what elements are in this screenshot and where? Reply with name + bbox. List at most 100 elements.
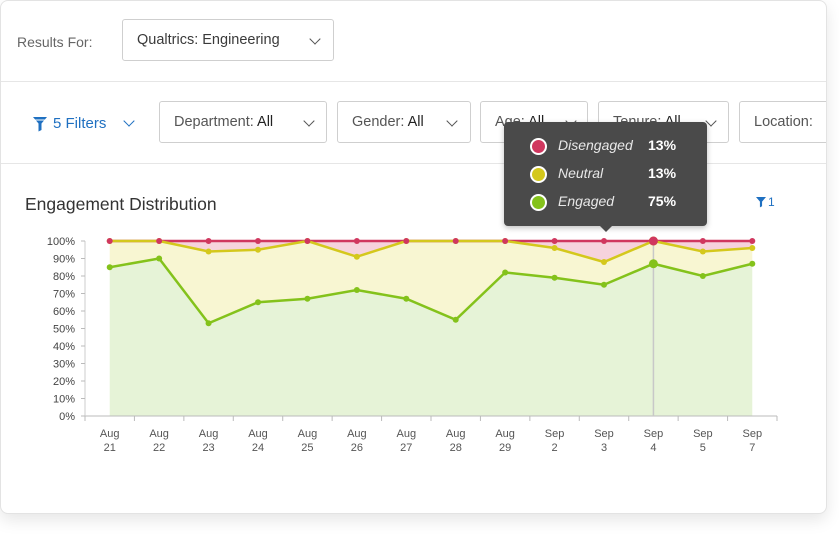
x-tick-label-month: Sep	[742, 428, 762, 440]
y-tick-label: 60%	[53, 306, 75, 318]
results-for-value: Qualtrics: Engineering	[137, 32, 280, 48]
neutral-data-point	[353, 253, 360, 260]
disengaged-data-point	[403, 238, 410, 244]
tooltip-series-name: Neutral	[558, 165, 604, 181]
y-tick-label: 50%	[53, 324, 75, 336]
gender-filter-label: Gender:	[352, 114, 405, 130]
engagement-area-chart: 0% 10% 20% 30% 40% 50% 60% 70% 80% 90% 100% Aug 21 Au…	[47, 236, 778, 454]
engaged-data-point	[205, 320, 212, 327]
x-tick-label-month: Aug	[100, 428, 120, 440]
neutral-data-point	[205, 248, 212, 255]
neutral-data-point	[255, 246, 261, 253]
x-tick-label-day: 26	[351, 442, 363, 454]
neutral-data-point	[699, 248, 706, 255]
location-filter-label: Location:	[754, 114, 813, 130]
x-tick-label-day: 23	[202, 442, 214, 454]
chevron-down-icon	[123, 115, 135, 127]
disengaged-area	[109, 241, 753, 262]
filter-icon	[756, 197, 766, 208]
y-tick-label: 70%	[53, 289, 75, 301]
neutral-dot-icon	[530, 166, 547, 183]
department-filter-label: Department:	[174, 114, 254, 130]
engaged-data-point	[551, 274, 558, 281]
department-filter-dropdown[interactable]: Department: All	[159, 101, 327, 143]
y-tick-label: 0%	[59, 411, 75, 423]
x-tick-label-day: 29	[499, 442, 511, 454]
engaged-data-point	[699, 273, 706, 279]
disengaged-data-point	[502, 238, 509, 244]
department-filter-value: All	[257, 114, 274, 130]
disengaged-data-point	[156, 238, 163, 244]
x-tick-label-day: 24	[252, 442, 264, 454]
x-tick-label-day: 3	[601, 442, 607, 454]
engaged-data-point	[255, 299, 261, 306]
tooltip-arrow	[599, 225, 613, 232]
x-tick-label-day: 21	[104, 442, 116, 454]
y-tick-label: 80%	[53, 271, 75, 283]
disengaged-data-point	[304, 238, 311, 244]
x-tick-label-day: 7	[749, 442, 755, 454]
neutral-data-point	[601, 259, 607, 265]
disengaged-data-point	[205, 238, 212, 244]
x-tick-label-day: 25	[301, 442, 313, 454]
x-tick-label-day: 28	[450, 442, 462, 454]
engaged-data-point	[601, 281, 607, 288]
gender-filter-dropdown[interactable]: Gender: All	[337, 101, 471, 143]
x-tick-label-month: Aug	[495, 428, 515, 440]
x-tick-label-month: Sep	[693, 428, 713, 440]
results-for-label: Results For:	[17, 34, 93, 50]
engaged-dot-icon	[530, 194, 547, 211]
neutral-data-point	[551, 245, 558, 251]
x-tick-label-month: Aug	[298, 428, 318, 440]
disengaged-dot-icon	[530, 138, 547, 155]
x-tick-label-month: Aug	[149, 428, 169, 440]
x-tick-label-month: Sep	[644, 428, 664, 440]
engaged-data-point	[353, 287, 360, 293]
disengaged-data-point	[255, 238, 261, 244]
neutral-series-line	[109, 239, 753, 264]
disengaged-data-point	[106, 238, 113, 244]
x-tick-label-day: 27	[400, 442, 412, 454]
engaged-data-point	[452, 316, 459, 323]
tooltip-series-name: Disengaged	[558, 137, 633, 153]
engaged-data-point	[403, 295, 410, 302]
x-tick-label-day: 2	[552, 442, 558, 454]
engaged-data-point	[156, 255, 163, 262]
x-tick-label-month: Aug	[396, 428, 416, 440]
y-tick-label: 100%	[47, 236, 75, 248]
disengaged-data-point	[648, 236, 658, 246]
chevron-down-icon	[303, 115, 315, 127]
filter-bar: 5 Filters Department: All Gender: All Ag…	[1, 81, 826, 164]
filter-icon	[33, 117, 47, 132]
x-tick-label-month: Aug	[347, 428, 367, 440]
chart-title: Engagement Distribution	[25, 194, 217, 214]
chart-filter-count: 1	[768, 195, 775, 209]
disengaged-data-point	[749, 238, 756, 244]
y-tick-label: 90%	[53, 254, 75, 266]
tooltip-series-value: 13%	[648, 165, 677, 181]
engaged-data-point	[304, 295, 311, 302]
x-tick-label-month: Sep	[545, 428, 565, 440]
engagement-card: Results For: Qualtrics: Engineering 5 Fi…	[0, 0, 827, 514]
location-filter-dropdown[interactable]: Location:	[739, 101, 826, 143]
engaged-data-point	[106, 264, 113, 271]
neutral-area	[109, 241, 753, 324]
tooltip-series-name: Engaged	[558, 193, 615, 209]
x-tick-label-month: Sep	[594, 428, 614, 440]
disengaged-data-point	[452, 238, 459, 244]
y-tick-label: 30%	[53, 359, 75, 371]
y-tick-label: 20%	[53, 376, 75, 388]
results-for-dropdown[interactable]: Qualtrics: Engineering	[122, 19, 334, 61]
disengaged-data-point	[699, 238, 706, 244]
disengaged-data-point	[601, 238, 607, 244]
chevron-down-icon	[446, 115, 458, 127]
y-tick-label: 40%	[53, 341, 75, 353]
tooltip-series-value: 13%	[648, 137, 677, 153]
x-tick-label-day: 4	[650, 442, 656, 454]
chevron-down-icon	[309, 33, 321, 45]
y-tick-label: 10%	[53, 394, 75, 406]
disengaged-data-point	[353, 238, 360, 244]
filters-button-label: 5 Filters	[53, 115, 107, 132]
x-tick-label-month: Aug	[199, 428, 219, 440]
disengaged-data-point	[551, 238, 558, 244]
